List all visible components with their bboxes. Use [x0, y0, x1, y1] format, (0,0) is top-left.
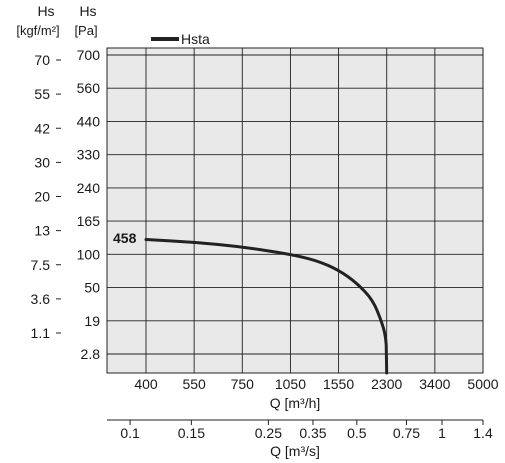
y-primary-title-line1: Hs	[79, 3, 96, 19]
plot-area	[107, 48, 483, 373]
x-secondary-tick-label: 0.5	[347, 425, 367, 441]
x-primary-axis-label: Q [m³/h]	[270, 395, 321, 411]
series-hsta-label: 458	[113, 230, 137, 246]
x-primary-tick-label: 400	[134, 376, 158, 392]
y-secondary-tick-label: 20	[34, 189, 50, 205]
x-primary-tick-label: 1550	[323, 376, 354, 392]
grid-lines	[107, 48, 484, 373]
x-secondary-tick-label: 0.25	[255, 425, 282, 441]
y-secondary-tick-label: 55	[34, 86, 50, 102]
x-secondary-tick-label: 0.35	[299, 425, 326, 441]
y-primary-title-line2: [Pa]	[74, 23, 97, 38]
y-secondary-tick-label: 7.5	[31, 257, 51, 273]
y-primary-tick-label: 19	[84, 313, 100, 329]
y-secondary-tick-label: 42	[34, 120, 50, 136]
x-secondary-axis-label: Q [m³/s]	[270, 443, 320, 459]
y-secondary-tick-label: 1.1	[31, 325, 51, 341]
y-primary-tick-label: 330	[77, 147, 101, 163]
y-secondary-ticks: 70 55 42 30 20 13 7.5 3.6 1.1	[31, 52, 61, 341]
y-primary-tick-label: 440	[77, 113, 101, 129]
y-secondary-tick-label: 3.6	[31, 291, 51, 307]
y-primary-tick-label: 2.8	[81, 346, 101, 362]
x-primary-tick-label: 1050	[275, 376, 306, 392]
legend-label-hsta: Hsta	[181, 31, 210, 47]
x-primary-ticks: 400 550 750 1050 1550 2300 3400 5000	[134, 376, 498, 392]
x-secondary-ticks: 0.1 0.15 0.25 0.35 0.5 0.75 1 1.4	[120, 420, 493, 441]
y-secondary-tick-label: 30	[34, 154, 50, 170]
y-primary-ticks: 700 560 440 330 240 165 100 50 19 2.8	[77, 47, 101, 362]
y-primary-tick-label: 165	[77, 213, 101, 229]
y-secondary-tick-label: 70	[34, 52, 50, 68]
y-primary-tick-label: 700	[77, 47, 101, 63]
x-secondary-tick-label: 0.1	[120, 425, 140, 441]
x-primary-tick-label: 550	[182, 376, 206, 392]
y-secondary-tick-label: 13	[34, 223, 50, 239]
x-primary-tick-label: 5000	[467, 376, 498, 392]
x-primary-tick-label: 3400	[419, 376, 450, 392]
y-secondary-title-line2: [kgf/m²]	[16, 23, 59, 38]
y-secondary-title-line1: Hs	[37, 3, 54, 19]
x-secondary-tick-label: 1	[438, 425, 446, 441]
x-secondary-tick-label: 0.15	[178, 425, 205, 441]
x-secondary-tick-label: 1.4	[473, 425, 493, 441]
x-primary-tick-label: 2300	[371, 376, 402, 392]
x-primary-tick-label: 750	[231, 376, 255, 392]
y-primary-tick-label: 50	[84, 280, 100, 296]
y-primary-tick-label: 240	[77, 180, 101, 196]
x-secondary-tick-label: 0.75	[393, 425, 420, 441]
y-primary-tick-label: 560	[77, 80, 101, 96]
series-hsta-curve	[144, 238, 389, 375]
y-primary-tick-label: 100	[77, 246, 101, 262]
